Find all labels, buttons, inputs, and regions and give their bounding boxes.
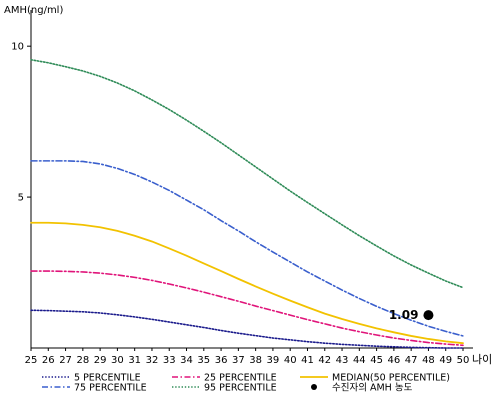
legend-label: 수진자의 AMH 농도 <box>332 383 413 394</box>
x-tick-label: 47 <box>405 355 418 366</box>
legend-label: 25 PERCENTILE <box>204 373 277 384</box>
series-line-median-50-percentile <box>30 221 464 345</box>
x-tick-label: 38 <box>249 355 262 366</box>
patient-amh-value-label: 1.09 <box>389 308 419 322</box>
x-tick-label: 26 <box>42 355 55 366</box>
y-tick-label: 5 <box>18 193 24 204</box>
x-tick-label: 27 <box>59 355 72 366</box>
x-tick-label: 30 <box>111 355 124 366</box>
legend: 5 PERCENTILE 25 PERCENTILE MEDIAN(50 PERCE… <box>42 373 450 394</box>
y-axis-title: AMH(ng/ml) <box>4 5 63 16</box>
x-tick-label: 40 <box>284 355 297 366</box>
x-tick-label: 43 <box>336 355 349 366</box>
x-tick-label: 31 <box>128 355 141 366</box>
x-axis-title: 나이 <box>472 353 492 366</box>
x-tick-label: 45 <box>370 355 383 366</box>
x-tick-label: 32 <box>146 355 159 366</box>
x-tick-label: 39 <box>267 355 280 366</box>
legend-label: 5 PERCENTILE <box>74 373 141 384</box>
points-layer: 1.09 <box>389 308 434 322</box>
patient-amh-point <box>423 310 434 321</box>
x-tick-label: 50 <box>457 355 470 366</box>
axes: AMH(ng/ml) 나이 5 10 25 26 27 28 29 30 31 32 33 34 35 36 3… <box>4 5 492 366</box>
x-tick-label: 49 <box>439 355 452 366</box>
series-line-75-percentile <box>30 160 464 337</box>
x-tick-label: 48 <box>422 355 435 366</box>
series-line-5-percentile <box>30 309 464 349</box>
x-tick-label: 28 <box>76 355 89 366</box>
legend-label: 75 PERCENTILE <box>74 383 147 394</box>
x-tick-label: 33 <box>163 355 176 366</box>
x-tick-label: 42 <box>318 355 331 366</box>
legend-label: 95 PERCENTILE <box>204 383 277 394</box>
y-tick-label: 10 <box>11 42 24 53</box>
x-tick-label: 41 <box>301 355 314 366</box>
series-line-25-percentile <box>30 270 464 347</box>
x-tick-label: 25 <box>25 355 38 366</box>
x-tick-label: 46 <box>388 355 401 366</box>
x-tick-label: 36 <box>215 355 228 366</box>
legend-label: MEDIAN(50 PERCENTILE) <box>332 373 450 384</box>
x-tick-label: 37 <box>232 355 245 366</box>
x-tick-label: 34 <box>180 355 193 366</box>
x-tick-label: 44 <box>353 355 366 366</box>
x-tick-label: 35 <box>197 355 210 366</box>
series-line-95-percentile <box>30 58 464 289</box>
legend-dot-swatch <box>311 384 317 390</box>
x-tick-label: 29 <box>94 355 107 366</box>
series-layer <box>30 58 464 349</box>
